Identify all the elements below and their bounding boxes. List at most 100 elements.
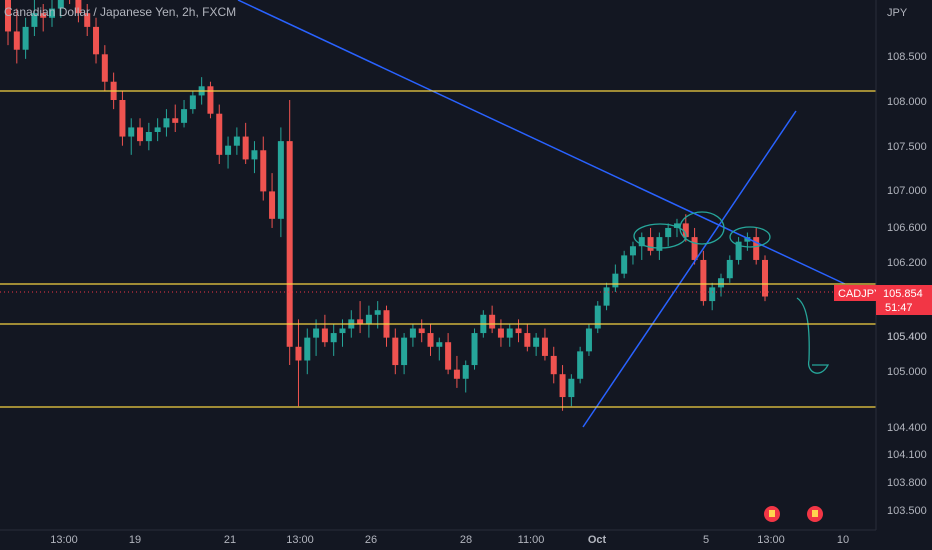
candle	[550, 346, 557, 384]
descending-trendline[interactable]	[237, 0, 846, 285]
candle	[717, 273, 724, 297]
candle	[445, 333, 452, 375]
event-flag-2[interactable]	[807, 506, 823, 522]
candle	[453, 355, 460, 388]
candle	[559, 365, 566, 411]
candle	[506, 323, 513, 347]
candle	[22, 17, 29, 59]
candle	[533, 333, 540, 356]
candle	[5, 0, 11, 46]
candle	[594, 301, 601, 334]
candle	[744, 232, 751, 251]
candle	[251, 141, 258, 174]
candle	[365, 305, 372, 338]
candle	[286, 100, 293, 366]
candle	[172, 104, 179, 132]
candle	[700, 250, 707, 306]
candle	[427, 323, 434, 356]
candle	[656, 232, 663, 260]
current-price-tag: CADJPY 105.854 51:47	[834, 285, 932, 315]
candle	[735, 237, 742, 265]
candle	[84, 4, 91, 37]
candle	[295, 319, 302, 407]
candle	[101, 45, 108, 91]
time-tick-label: 5	[703, 534, 709, 546]
time-tick-label: 13:00	[757, 534, 785, 546]
candle	[638, 232, 645, 260]
candle	[145, 122, 152, 151]
candle	[321, 314, 328, 347]
price-tick-label: 103.500	[887, 505, 927, 517]
candle	[128, 118, 135, 155]
price-tick-label: 104.100	[887, 449, 927, 461]
ascending-trendline[interactable]	[582, 110, 797, 428]
head-circle	[679, 211, 725, 245]
time-axis[interactable]: 13:00 19 21 13:00 26 28 11:00 Oct 5 13:00 10	[0, 529, 932, 550]
candle	[225, 136, 232, 169]
candle	[612, 264, 619, 292]
candle	[409, 323, 416, 347]
candle	[137, 118, 144, 146]
price-tick-label: 105.400	[887, 331, 927, 343]
chart-title: Canadian Dollar / Japanese Yen, 2h, FXCM	[4, 5, 236, 19]
time-tick-label: 11:00	[518, 534, 545, 546]
price-tick-label: 105.000	[887, 366, 927, 378]
price-tick-label: 106.200	[887, 257, 927, 269]
price-tick-label: 104.400	[887, 422, 927, 434]
time-tick-label: 19	[129, 534, 141, 546]
candle	[57, 0, 64, 18]
candle	[436, 337, 443, 361]
candle	[577, 346, 584, 384]
price-tick-label: 107.500	[887, 141, 927, 153]
time-tick-label: 13:00	[50, 534, 78, 546]
candle	[603, 282, 610, 311]
candle	[462, 360, 469, 393]
current-price-value: 105.854	[883, 288, 923, 300]
price-tick-label: 103.800	[887, 477, 927, 489]
candle	[471, 328, 478, 370]
candle	[31, 0, 38, 37]
projection-arrow	[796, 297, 830, 374]
price-tick-label: 107.000	[887, 185, 927, 197]
candle	[489, 305, 496, 334]
candle	[49, 0, 56, 27]
candle	[260, 136, 267, 201]
candle	[304, 328, 311, 375]
candle	[269, 173, 276, 228]
time-tick-label: 26	[365, 534, 377, 546]
candle	[709, 282, 716, 311]
price-axis[interactable]: JPY 108.500 108.000 107.500 107.000 106.600 1…	[875, 0, 932, 530]
candle	[647, 227, 654, 256]
candle	[119, 90, 126, 146]
currency-label: JPY	[887, 7, 908, 19]
time-tick-label: 10	[837, 534, 849, 546]
time-tick-label: 13:00	[286, 534, 314, 546]
price-tick-label: 105.400	[887, 331, 927, 343]
candle	[189, 90, 196, 114]
candle	[673, 218, 680, 238]
candle	[207, 81, 214, 119]
candle	[418, 319, 425, 343]
bar-countdown: 51:47	[885, 302, 913, 314]
candle	[524, 323, 531, 352]
candle	[13, 8, 20, 64]
event-flag-1[interactable]	[764, 506, 780, 522]
candle	[621, 250, 628, 279]
candle	[154, 118, 161, 142]
candle	[40, 4, 47, 32]
candle	[181, 100, 188, 128]
trendline-drawings	[237, 0, 846, 428]
candle	[401, 333, 408, 375]
time-tick-label: Oct	[588, 534, 607, 546]
candle	[541, 328, 548, 361]
candle	[726, 255, 733, 283]
candle	[629, 241, 636, 265]
candle	[665, 223, 672, 247]
time-tick-label: 28	[460, 534, 472, 546]
candle	[568, 374, 575, 407]
candle	[277, 127, 284, 238]
candle	[233, 127, 240, 155]
candle	[75, 0, 82, 23]
